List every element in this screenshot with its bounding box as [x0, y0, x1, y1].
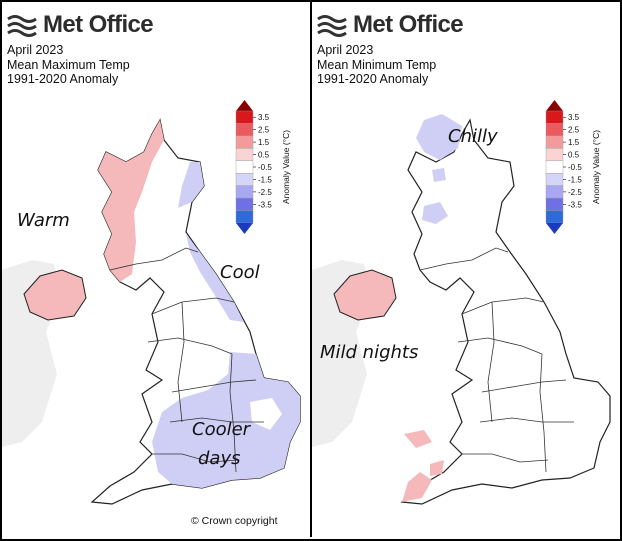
region-boundaries — [419, 247, 574, 473]
uk-map-max — [2, 118, 301, 505]
legend-title: Anomaly Value (°C) — [591, 130, 601, 204]
northern-ireland-region — [23, 269, 87, 321]
legend-tick-label: -0.5 — [258, 163, 272, 172]
legend-swatch — [235, 135, 254, 149]
map-title-month: April 2023 — [7, 43, 64, 57]
legend-tick-label: -3.5 — [568, 200, 582, 209]
legend-swatch — [235, 110, 254, 124]
legend-swatch — [545, 185, 564, 199]
legend-tick-label: 1.5 — [258, 138, 270, 147]
brand-name: Met Office — [353, 11, 464, 38]
uk-map-min — [312, 114, 611, 505]
legend-swatch — [545, 135, 564, 149]
east-coast-cool-region — [186, 234, 244, 322]
map-title-variable: Mean Maximum Temp — [7, 57, 130, 72]
brand-name: Met Office — [43, 11, 154, 38]
min-temp-panel: Met Office April 2023 Mean Minimum Temp … — [312, 2, 620, 537]
map-title-baseline: 1991-2020 Anomaly — [7, 72, 119, 86]
highlands-chilly-region — [416, 114, 462, 160]
southeast-cool-region — [152, 352, 300, 488]
annotation-cool: Cool — [220, 262, 260, 283]
legend-swatch — [545, 148, 564, 161]
max-temp-panel: Met Office April 2023 Mean Maximum Temp … — [2, 2, 310, 537]
annotation-mild-nights: Mild nights — [320, 342, 419, 363]
copyright-notice: © Crown copyright — [191, 515, 278, 527]
northern-ireland-region — [333, 269, 397, 321]
legend-swatch — [235, 197, 254, 211]
legend-swatch — [545, 197, 564, 211]
annotation-chilly: Chilly — [448, 126, 498, 147]
legend-tick-label: -2.5 — [568, 188, 582, 197]
legend-tick-label: -0.5 — [568, 163, 582, 172]
legend-tick-label: 3.5 — [258, 113, 270, 122]
legend-swatch — [545, 110, 564, 124]
legend-swatch — [545, 173, 564, 186]
map-title-month: April 2023 — [317, 43, 374, 57]
legend-swatch — [235, 185, 254, 199]
legend-swatch — [235, 148, 254, 161]
legend-tick-label: -3.5 — [258, 200, 272, 209]
anomaly-legend: 3.5 2.5 1.5 0.5 -0.5 -1.5 -2.5 -3.5 Anomaly Val… — [545, 100, 601, 234]
panel-divider — [310, 2, 312, 537]
legend-top-arrow — [546, 100, 563, 111]
map-title-variable: Mean Minimum Temp — [317, 57, 437, 72]
annotation-cooler: Cooler — [192, 419, 251, 440]
scotland-warm-region — [98, 120, 164, 282]
anomaly-legend: 3.5 2.5 1.5 0.5 -0.5 -1.5 -2.5 -3.5 Anomaly Val… — [235, 100, 291, 234]
legend-tick-label: 3.5 — [568, 113, 580, 122]
legend-tick-label: 1.5 — [568, 138, 580, 147]
map-title-block: April 2023 Mean Maximum Temp 1991-2020 A… — [7, 43, 130, 87]
map-title-baseline: 1991-2020 Anomaly — [317, 72, 429, 86]
legend-bottom-arrow — [546, 223, 563, 234]
legend-tick-label: 2.5 — [568, 126, 580, 135]
annotation-warm: Warm — [17, 210, 70, 231]
met-office-logo-icon — [7, 15, 37, 37]
met-office-logo: Met Office — [6, 8, 154, 42]
met-office-logo-icon — [317, 15, 347, 37]
legend-swatch — [545, 160, 564, 174]
legend-bottom-arrow — [236, 223, 253, 234]
legend-swatch — [545, 210, 564, 224]
southwest-warm-region — [402, 472, 432, 502]
legend-tick-label: 0.5 — [568, 151, 580, 160]
legend-swatch — [235, 123, 254, 137]
legend-swatch — [235, 210, 254, 224]
region-boundaries — [109, 247, 264, 473]
legend-swatch — [235, 173, 254, 186]
annotation-days: days — [198, 448, 241, 469]
legend-swatch — [545, 123, 564, 137]
map-title-block: April 2023 Mean Minimum Temp 1991-2020 A… — [317, 43, 436, 87]
legend-tick-label: -1.5 — [568, 175, 582, 184]
legend-swatch — [235, 160, 254, 174]
legend-tick-label: 2.5 — [258, 126, 270, 135]
met-office-logo: Met Office — [316, 8, 464, 42]
legend-tick-label: -2.5 — [258, 188, 272, 197]
legend-tick-label: 0.5 — [258, 151, 270, 160]
legend-title: Anomaly Value (°C) — [281, 130, 291, 204]
legend-tick-label: -1.5 — [258, 175, 272, 184]
legend-top-arrow — [236, 100, 253, 111]
